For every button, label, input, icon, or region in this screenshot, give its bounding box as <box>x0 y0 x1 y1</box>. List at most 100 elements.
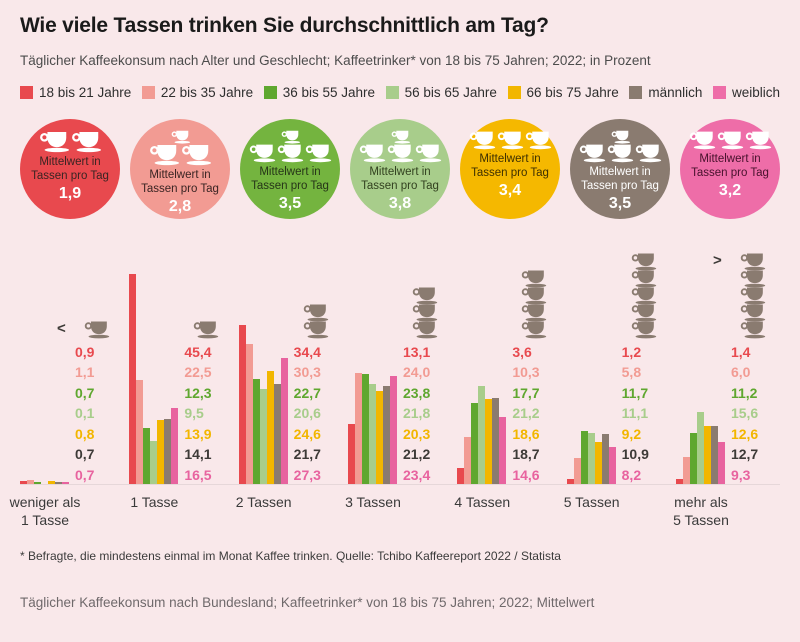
bar-cluster <box>129 247 179 485</box>
value-label: 27,3 <box>293 466 321 483</box>
bar <box>48 481 55 485</box>
value-label: 12,7 <box>730 446 759 462</box>
bar <box>485 398 493 485</box>
bar <box>280 358 288 485</box>
bar-cluster <box>675 247 725 485</box>
legend-item-label: 22 bis 35 Jahre <box>160 85 254 100</box>
legend-swatch <box>20 86 33 99</box>
coffee-cup-icon <box>740 286 766 304</box>
coffee-cup-icon <box>303 320 328 338</box>
average-value: 2,8 <box>168 197 192 215</box>
average-circles-row: Mittelwert in Tassen pro Tag 1,9 Mittelwer… <box>20 119 780 219</box>
bar-cluster <box>457 247 507 485</box>
value-label: 14,1 <box>184 446 212 462</box>
value-label: 20,3 <box>402 425 431 442</box>
bar <box>689 432 697 485</box>
bar <box>164 419 172 485</box>
bar <box>129 273 137 485</box>
value-label: 0,1 <box>75 405 95 421</box>
coffee-cup-icon-small <box>390 129 411 149</box>
bar <box>573 458 581 485</box>
legend-item: weiblich <box>712 85 780 100</box>
bar <box>238 325 246 485</box>
group-annotations: 1,2 5,8 11,7 11,1 9,2 10,9 8,2 <box>616 247 671 485</box>
greater-than-icon: > <box>712 251 722 269</box>
coffee-cup-icon <box>525 131 552 150</box>
average-circle: Mittelwert in Tassen pro Tag 3,8 <box>350 119 450 219</box>
coffee-cup-icon <box>635 144 662 163</box>
coffee-cup-icon <box>740 320 766 338</box>
value-column: 3,6 10,3 17,7 21,2 18,6 18,7 14,6 <box>506 342 561 486</box>
value-label: 3,6 <box>512 343 532 360</box>
bar <box>375 390 383 485</box>
coffee-cup-icon <box>182 145 212 166</box>
coffee-cup-icon-small <box>170 129 191 149</box>
cup-stack <box>178 319 233 339</box>
value-label: 21,7 <box>293 446 321 462</box>
legend-swatch <box>263 86 277 99</box>
value-label: 12,3 <box>184 384 212 401</box>
bar <box>717 441 725 485</box>
coffee-cup-icon <box>415 144 442 163</box>
value-label: 23,8 <box>402 384 431 401</box>
bar <box>20 480 27 485</box>
coffee-cup-icon <box>717 131 744 150</box>
value-label: 1,4 <box>730 343 751 360</box>
value-label: 22,7 <box>293 384 321 401</box>
legend-item-label: weiblich <box>731 85 780 100</box>
average-value: 3,8 <box>388 194 412 212</box>
coffee-cup-icon <box>359 144 386 163</box>
average-cups <box>468 129 552 150</box>
category-label: 5 Tassen <box>563 494 620 510</box>
average-circle: Mittelwert in Tassen pro Tag 3,5 <box>570 119 670 219</box>
legend-swatch <box>141 86 155 99</box>
cup-stack <box>506 268 561 339</box>
cup-stack <box>616 251 671 339</box>
value-label: 12,6 <box>730 425 759 442</box>
value-label: 9,2 <box>621 425 642 442</box>
coffee-cup-icon <box>522 320 547 338</box>
category-label: mehr als 5 Tassen <box>673 494 729 529</box>
group-annotations: 13,1 24,0 23,8 21,8 20,3 21,2 23,4 <box>397 247 452 485</box>
coffee-cup-icon <box>469 131 496 150</box>
chart-subtitle: Täglicher Kaffeekonsum nach Alter und Ge… <box>20 53 651 68</box>
category-label: 3 Tassen <box>345 494 401 510</box>
coffee-cup-icon <box>412 303 438 321</box>
value-label: 0,7 <box>75 384 95 401</box>
average-label: Mittelwert in Tassen pro Tag <box>691 153 769 180</box>
average-value: 1,9 <box>58 184 82 202</box>
legend-item-label: männlich <box>648 85 703 100</box>
coffee-cups-row <box>248 142 332 163</box>
legend-swatch <box>507 86 521 99</box>
value-label: 11,7 <box>621 384 649 401</box>
bar <box>266 370 274 485</box>
bar <box>675 478 683 485</box>
category-label: 2 Tassen <box>235 494 292 510</box>
value-label: 11,2 <box>730 384 758 401</box>
value-label: 6,0 <box>730 364 751 380</box>
bar <box>245 344 253 485</box>
coffee-cup-icon <box>631 320 656 338</box>
legend-item-label: 18 bis 21 Jahre <box>39 85 132 100</box>
average-label: Mittelwert in Tassen pro Tag <box>581 166 659 193</box>
bar <box>157 420 165 485</box>
coffee-cups-row <box>148 142 212 166</box>
value-label: 21,8 <box>402 405 431 421</box>
value-label: 11,1 <box>621 405 649 421</box>
value-column: 34,4 30,3 22,7 20,6 24,6 21,7 27,3 <box>288 342 343 486</box>
average-circle: Mittelwert in Tassen pro Tag 1,9 <box>20 119 120 219</box>
coffee-cup-icon <box>740 252 766 270</box>
group-annotations: >1,4 6,0 11,2 15,6 12,6 12,7 9,3 <box>713 247 780 485</box>
average-label: Mittelwert in Tassen pro Tag <box>471 153 549 180</box>
bar <box>587 433 595 485</box>
average-label: Mittelwert in Tassen pro Tag <box>251 166 329 193</box>
coffee-cup-icon <box>522 286 547 304</box>
legend-swatch <box>385 86 399 99</box>
legend-item: männlich <box>629 85 702 100</box>
average-label: Mittelwert in Tassen pro Tag <box>361 166 439 193</box>
average-cups <box>358 129 442 163</box>
bar <box>682 457 690 485</box>
bar <box>171 408 179 485</box>
value-label: 9,5 <box>184 405 204 421</box>
category-label: 1 Tasse <box>130 494 179 510</box>
